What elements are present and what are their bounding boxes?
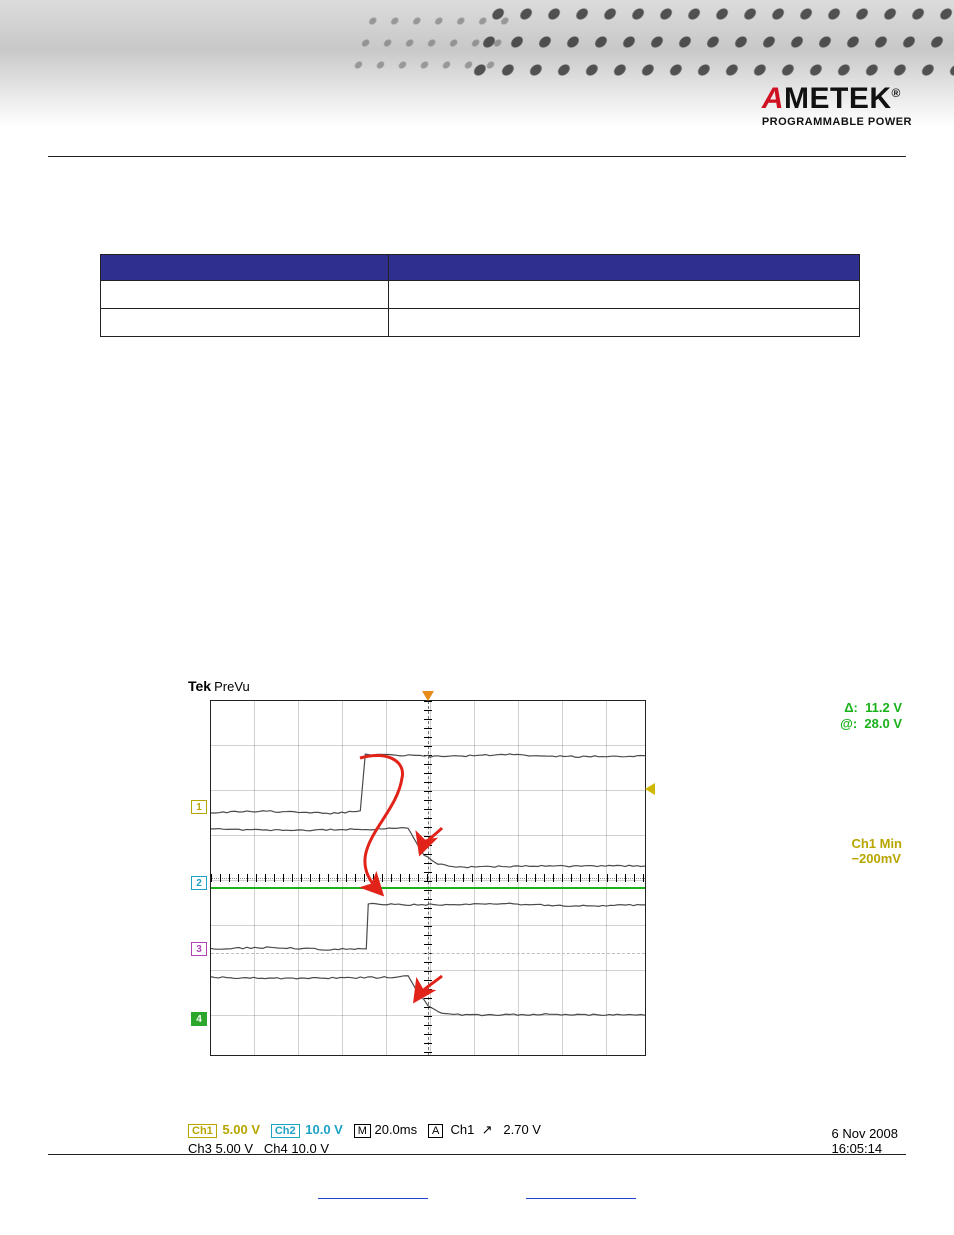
trigger-marker-right [645,783,655,795]
readout-ch1min-value: −200mV [851,851,901,866]
brand-logo: AMETEK® PROGRAMMABLE POWER [762,82,912,128]
waveform-traces [211,701,645,1055]
trigger-slope-icon: ↗ [482,1122,493,1137]
footer-link-left[interactable] [318,1198,428,1199]
cursor-line [211,887,645,889]
footer-link-right[interactable] [526,1198,636,1199]
grid-center-vertical [428,701,429,1055]
ch3-ref-marker: 3 [191,942,207,956]
scope-date: 6 Nov 2008 [832,1126,899,1141]
top-rule [48,156,906,157]
readout-delta: Δ: 11.2 V [844,700,902,715]
readout-delta-label: Δ: [844,700,858,715]
scope-mode: PreVu [214,679,250,694]
trigger-source: Ch1 [451,1122,475,1137]
readout-at: @: 28.0 V [840,716,902,731]
grid-ticks-vertical [424,701,432,1055]
bottom-rule [48,1154,906,1155]
grid-center-horizontal [211,878,645,879]
footer-links [0,1190,954,1205]
ch2-ref-marker: 2 [191,876,207,890]
timebase-label: M [354,1124,371,1138]
parameter-table [100,254,860,337]
oscilloscope-figure: TekPreVu 1 2 3 4 [188,678,788,1116]
scope-brand: Tek [188,678,211,694]
logo-letter-a: A [762,82,784,115]
scale-ch1-label: Ch1 [188,1124,217,1138]
readout-ch1min: Ch1 Min −200mV [851,836,902,866]
table-cell-param [101,309,389,337]
trigger-marker-top [422,691,434,701]
table-cell-param [101,281,389,309]
scale-ch2-value: 10.0 V [305,1122,343,1137]
table-cell-value [389,281,860,309]
scope-grid: 1 2 3 4 [210,700,646,1056]
readout-delta-value: 11.2 V [865,700,902,715]
readout-at-value: 28.0 V [864,716,902,731]
table-header-value [389,255,860,281]
trigger-label: A [428,1124,443,1138]
scope-datetime: 6 Nov 2008 16:05:14 [832,1126,899,1156]
scale-ch2-label: Ch2 [271,1124,300,1138]
header-dots-pattern [459,0,954,90]
scale-ch1-value: 5.00 V [222,1122,260,1137]
logo-subtitle: PROGRAMMABLE POWER [762,116,912,128]
timebase-value: 20.0ms [374,1122,417,1137]
ch4-ref-marker: 4 [191,1012,207,1026]
readout-at-label: @: [840,716,857,731]
logo-registered: ® [892,86,901,100]
trigger-level: 2.70 V [503,1122,541,1137]
readout-ch1min-label: Ch1 Min [851,836,902,851]
table-row [101,281,860,309]
table-header-param [101,255,389,281]
grid-ticks-horizontal [211,874,645,882]
ch1-ref-marker: 1 [191,800,207,814]
dashed-baseline [211,953,645,954]
scope-header: TekPreVu [188,678,250,694]
scale-bar-row1: Ch1 5.00 V Ch2 10.0 V M 20.0ms A Ch1 ↗ 2… [188,1122,541,1138]
logo-text-rest: METEK [784,82,892,115]
table-cell-value [389,309,860,337]
table-row [101,309,860,337]
